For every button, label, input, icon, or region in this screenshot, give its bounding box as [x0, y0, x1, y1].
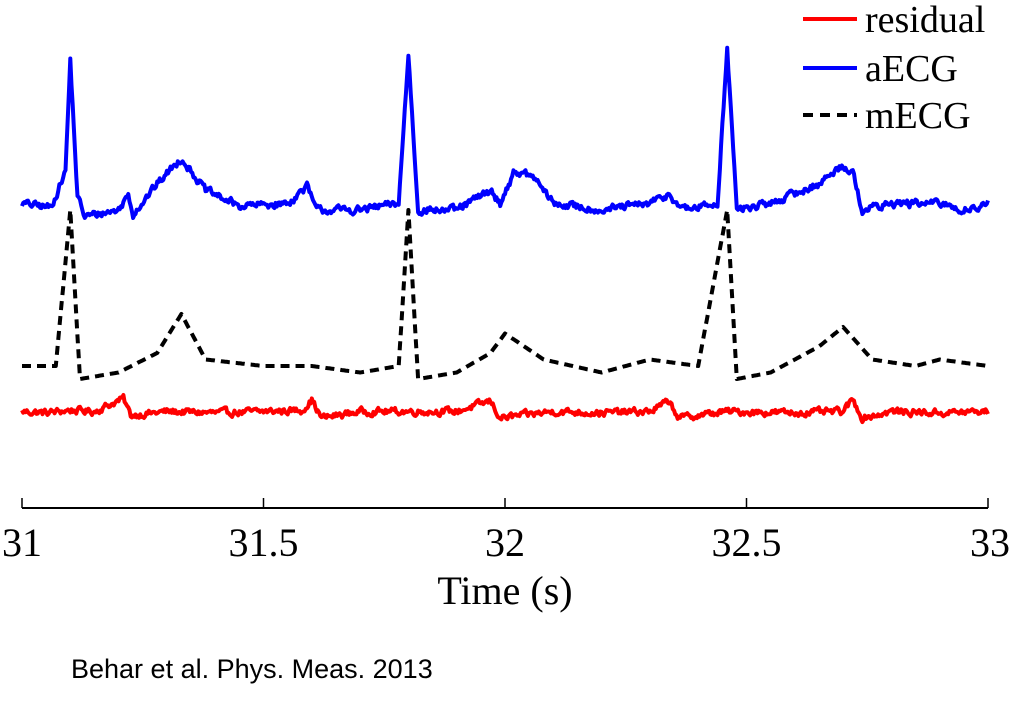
- series-line-mECG: [21, 208, 989, 381]
- series-line-aECG: [20, 45, 990, 220]
- x-tick-label: 31: [2, 520, 42, 565]
- legend-label-residual: residual: [865, 0, 985, 41]
- x-tick-label: 31.5: [229, 520, 299, 565]
- x-tick-label: 33: [970, 520, 1010, 565]
- legend-item-residual: residual: [803, 0, 985, 41]
- legend-label-mECG: mECG: [865, 95, 971, 137]
- legend-item-aECG: aECG: [803, 48, 958, 90]
- x-axis-ticks: 31 31.5 32 32.5 33: [2, 498, 1010, 565]
- x-axis-title: Time (s): [437, 568, 572, 613]
- x-tick-label: 32: [485, 520, 525, 565]
- legend-label-aECG: aECG: [865, 48, 958, 90]
- legend: residual aECG mECG: [803, 0, 985, 137]
- legend-item-mECG: mECG: [803, 95, 971, 137]
- series-layer: [20, 45, 990, 425]
- citation: Behar et al. Phys. Meas. 2013: [71, 654, 433, 684]
- x-tick-label: 32.5: [712, 520, 782, 565]
- series-line-residual: [20, 392, 990, 425]
